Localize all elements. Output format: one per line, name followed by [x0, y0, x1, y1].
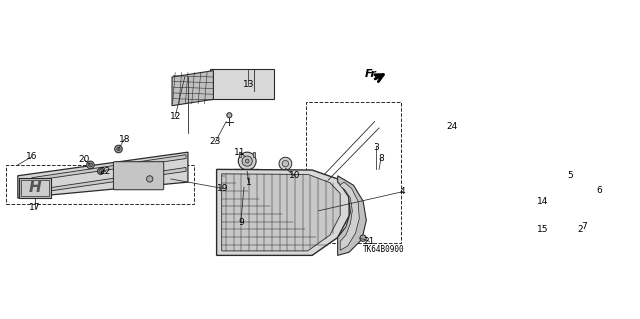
Circle shape: [242, 156, 252, 166]
Circle shape: [554, 175, 568, 189]
Polygon shape: [550, 206, 552, 210]
Circle shape: [238, 152, 256, 170]
Polygon shape: [575, 189, 578, 192]
Polygon shape: [32, 167, 186, 194]
Circle shape: [570, 222, 584, 236]
Circle shape: [556, 226, 563, 232]
Circle shape: [115, 145, 122, 153]
Text: 4: 4: [400, 187, 406, 196]
Circle shape: [557, 179, 564, 185]
Polygon shape: [216, 169, 349, 256]
Polygon shape: [550, 227, 552, 231]
Circle shape: [279, 157, 292, 170]
Text: 15: 15: [537, 226, 548, 234]
Text: 14: 14: [537, 197, 548, 206]
Text: 1: 1: [246, 178, 252, 187]
Circle shape: [360, 235, 366, 241]
Text: 19: 19: [217, 184, 228, 193]
Polygon shape: [567, 227, 570, 231]
Circle shape: [442, 127, 451, 136]
Text: 17: 17: [29, 203, 41, 212]
Polygon shape: [19, 178, 51, 198]
Text: TK64B0900: TK64B0900: [363, 244, 404, 254]
Text: Fr.: Fr.: [364, 69, 379, 79]
Circle shape: [99, 170, 102, 173]
Polygon shape: [221, 174, 340, 251]
Polygon shape: [239, 187, 252, 192]
Text: 7: 7: [581, 222, 587, 231]
Polygon shape: [32, 155, 186, 181]
Text: 22: 22: [99, 167, 111, 176]
Text: 13: 13: [243, 80, 254, 89]
Text: 3: 3: [373, 143, 379, 152]
Polygon shape: [232, 169, 262, 187]
Text: 11: 11: [234, 148, 245, 157]
Polygon shape: [210, 69, 274, 99]
Text: 2: 2: [577, 226, 582, 234]
Circle shape: [556, 204, 563, 211]
Text: H: H: [29, 180, 42, 195]
Bar: [6, 165, 195, 204]
Circle shape: [552, 201, 566, 215]
Text: 5: 5: [567, 171, 573, 180]
Circle shape: [97, 168, 104, 174]
Polygon shape: [21, 180, 49, 196]
Polygon shape: [338, 176, 366, 256]
Bar: [306, 102, 401, 243]
Text: 21: 21: [364, 237, 375, 246]
Circle shape: [444, 129, 448, 133]
Polygon shape: [551, 180, 554, 184]
Polygon shape: [253, 152, 255, 157]
Circle shape: [227, 113, 232, 118]
Circle shape: [578, 183, 592, 197]
Polygon shape: [18, 152, 188, 198]
Circle shape: [117, 147, 120, 151]
Circle shape: [552, 222, 566, 236]
Circle shape: [88, 163, 92, 167]
Text: 18: 18: [118, 135, 130, 144]
Circle shape: [573, 226, 580, 232]
Polygon shape: [239, 152, 241, 157]
Text: 8: 8: [378, 154, 384, 163]
Circle shape: [147, 176, 153, 182]
Text: 20: 20: [79, 155, 90, 164]
Text: 24: 24: [447, 122, 458, 131]
Text: 23: 23: [210, 137, 221, 146]
FancyBboxPatch shape: [113, 162, 164, 190]
Circle shape: [86, 161, 94, 169]
Circle shape: [582, 187, 588, 194]
Text: 10: 10: [289, 171, 300, 180]
Polygon shape: [172, 70, 213, 106]
Text: 6: 6: [596, 186, 602, 195]
Text: 16: 16: [26, 152, 38, 161]
Circle shape: [282, 160, 289, 167]
Polygon shape: [340, 182, 359, 250]
Text: 12: 12: [170, 112, 181, 121]
Text: 9: 9: [238, 218, 244, 227]
Circle shape: [245, 159, 249, 163]
